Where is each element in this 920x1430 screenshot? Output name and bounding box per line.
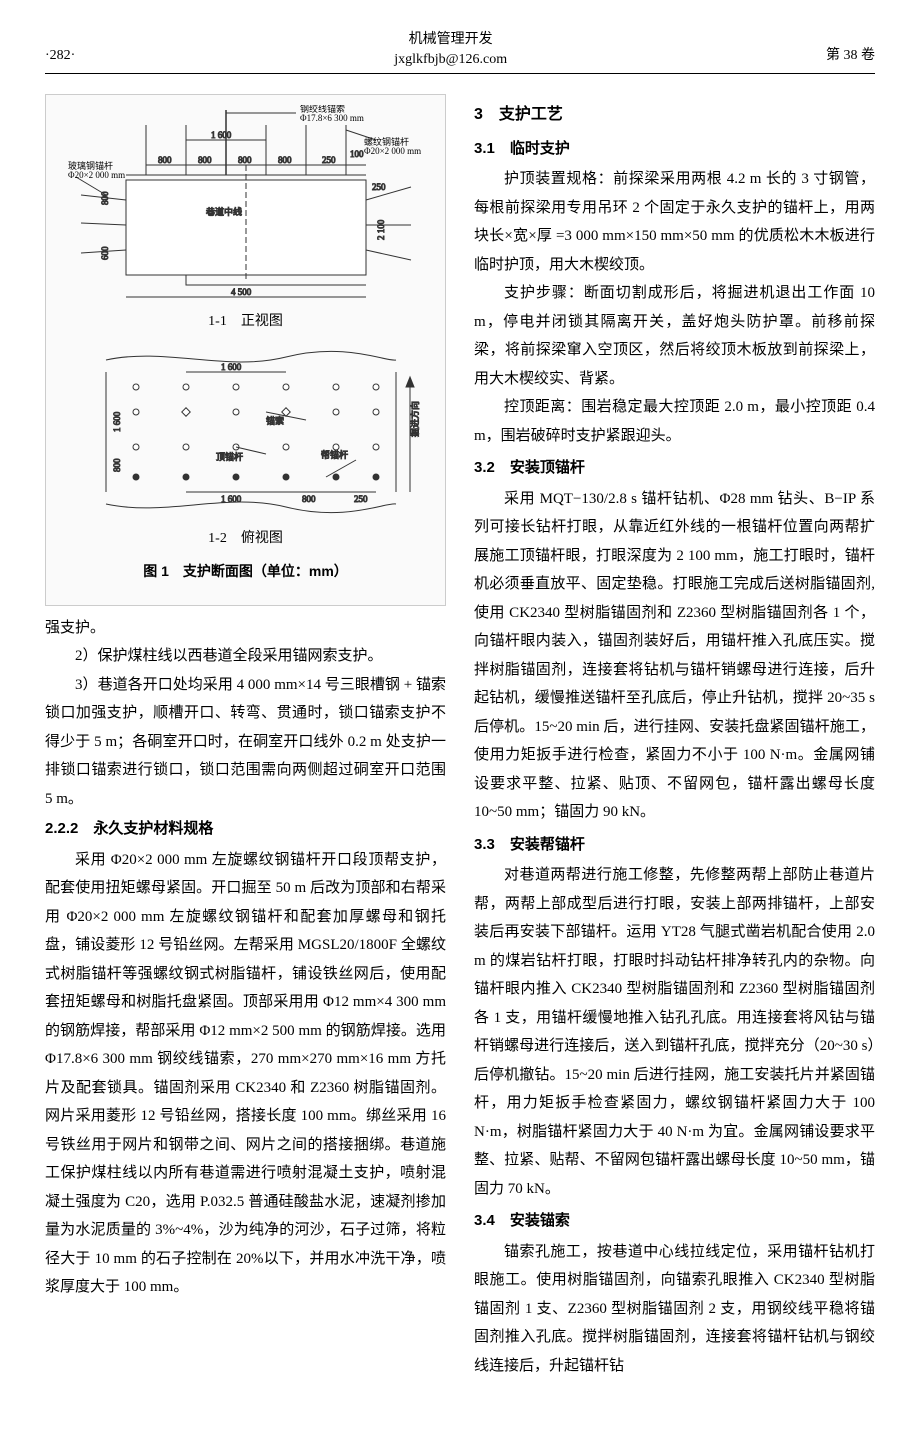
svg-text:800: 800: [302, 494, 316, 504]
svg-text:掘进方向: 掘进方向: [409, 401, 420, 437]
sec-3-4: 锚索孔施工，按巷道中心线拉线定位，采用锚杆钻机打眼施工。使用树脂锚固剂，向锚索孔…: [474, 1238, 875, 1381]
svg-text:800: 800: [112, 458, 122, 472]
svg-text:4 500: 4 500: [231, 287, 252, 297]
svg-text:800: 800: [278, 155, 292, 165]
svg-text:800: 800: [158, 155, 172, 165]
figure-1-caption: 图 1 支护断面图（单位：mm）: [52, 558, 439, 585]
permanent-support-spec-text: 采用 Φ20×2 000 mm 左旋螺纹钢锚杆开口段顶帮支护，配套使用扭矩螺母紧…: [45, 846, 446, 1302]
svg-text:Φ17.8×6 300 mm: Φ17.8×6 300 mm: [300, 113, 364, 123]
heading-3-4: 3.4 安装锚索: [474, 1207, 875, 1236]
two-column-body: 巷道中线: [45, 94, 875, 1380]
heading-3: 3 支护工艺: [474, 100, 875, 130]
svg-text:顶锚杆: 顶锚杆: [216, 451, 243, 462]
sec-3-1-b: 支护步骤：断面切割成形后，将掘进机退出工作面 10 m，停电并闭锁其隔离开关，盖…: [474, 279, 875, 393]
svg-text:Φ20×2 000 mm: Φ20×2 000 mm: [68, 170, 125, 180]
centerline-label: 巷道中线: [206, 206, 242, 217]
front-view-svg: 巷道中线: [66, 105, 426, 305]
figure-1-1-subtitle: 1-1 正视图: [52, 309, 439, 336]
svg-text:250: 250: [322, 155, 336, 165]
left-continuation-text: 强支护。: [45, 614, 446, 643]
left-item-2: 2）保护煤柱线以西巷道全段采用锚网索支护。: [45, 642, 446, 671]
left-item-3: 3）巷道各开口处均采用 4 000 mm×14 号三眼槽钢 + 锚索锁口加强支护…: [45, 671, 446, 814]
svg-text:800: 800: [238, 155, 252, 165]
svg-text:800: 800: [198, 155, 212, 165]
svg-text:锚索: 锚索: [266, 415, 284, 426]
figure-1-1-front-view: 巷道中线: [45, 94, 446, 606]
journal-email: jxglkfbjb@126.com: [394, 50, 507, 70]
page-number: ·282·: [45, 43, 75, 70]
svg-text:800: 800: [100, 191, 110, 205]
right-column: 3 支护工艺 3.1 临时支护 护顶装置规格：前探梁采用两根 4.2 m 长的 …: [474, 94, 875, 1380]
heading-3-2: 3.2 安装顶锚杆: [474, 454, 875, 483]
figure-1-2-subtitle: 1-2 俯视图: [52, 526, 439, 553]
journal-name: 机械管理开发: [394, 30, 507, 50]
svg-text:250: 250: [372, 182, 386, 192]
sec-3-3: 对巷道两帮进行施工修整，先修整两帮上部防止巷道片帮，两帮上部成型后进行打眼，安装…: [474, 861, 875, 1203]
plan-view-svg: 掘进方向: [66, 342, 426, 522]
page-header: ·282· 机械管理开发 jxglkfbjb@126.com 第 38 卷: [45, 30, 875, 74]
svg-text:1 600: 1 600: [221, 494, 242, 504]
svg-text:帮锚杆: 帮锚杆: [321, 449, 348, 460]
svg-text:100: 100: [350, 149, 364, 159]
svg-text:1 600: 1 600: [112, 411, 122, 432]
heading-3-1: 3.1 临时支护: [474, 135, 875, 164]
svg-text:250: 250: [354, 494, 368, 504]
heading-2-2-2: 2.2.2 永久支护材料规格: [45, 815, 446, 844]
sec-3-1-a: 护顶装置规格：前探梁采用两根 4.2 m 长的 3 寸钢管，每根前探梁用专用吊环…: [474, 165, 875, 279]
left-column: 巷道中线: [45, 94, 446, 1380]
sec-3-1-c: 控顶距离：围岩稳定最大控顶距 2.0 m，最小控顶距 0.4 m，围岩破碎时支护…: [474, 393, 875, 450]
heading-3-3: 3.3 安装帮锚杆: [474, 831, 875, 860]
volume-label: 第 38 卷: [826, 43, 875, 70]
svg-text:1 600: 1 600: [221, 362, 242, 372]
sec-3-2: 采用 MQT−130/2.8 s 锚杆钻机、Φ28 mm 钻头、B−IP 系列可…: [474, 485, 875, 827]
svg-text:1 600: 1 600: [211, 130, 232, 140]
svg-text:2 100: 2 100: [376, 219, 386, 240]
journal-title-block: 机械管理开发 jxglkfbjb@126.com: [394, 30, 507, 69]
svg-text:600: 600: [100, 246, 110, 260]
svg-text:Φ20×2 000 mm: Φ20×2 000 mm: [364, 146, 421, 156]
